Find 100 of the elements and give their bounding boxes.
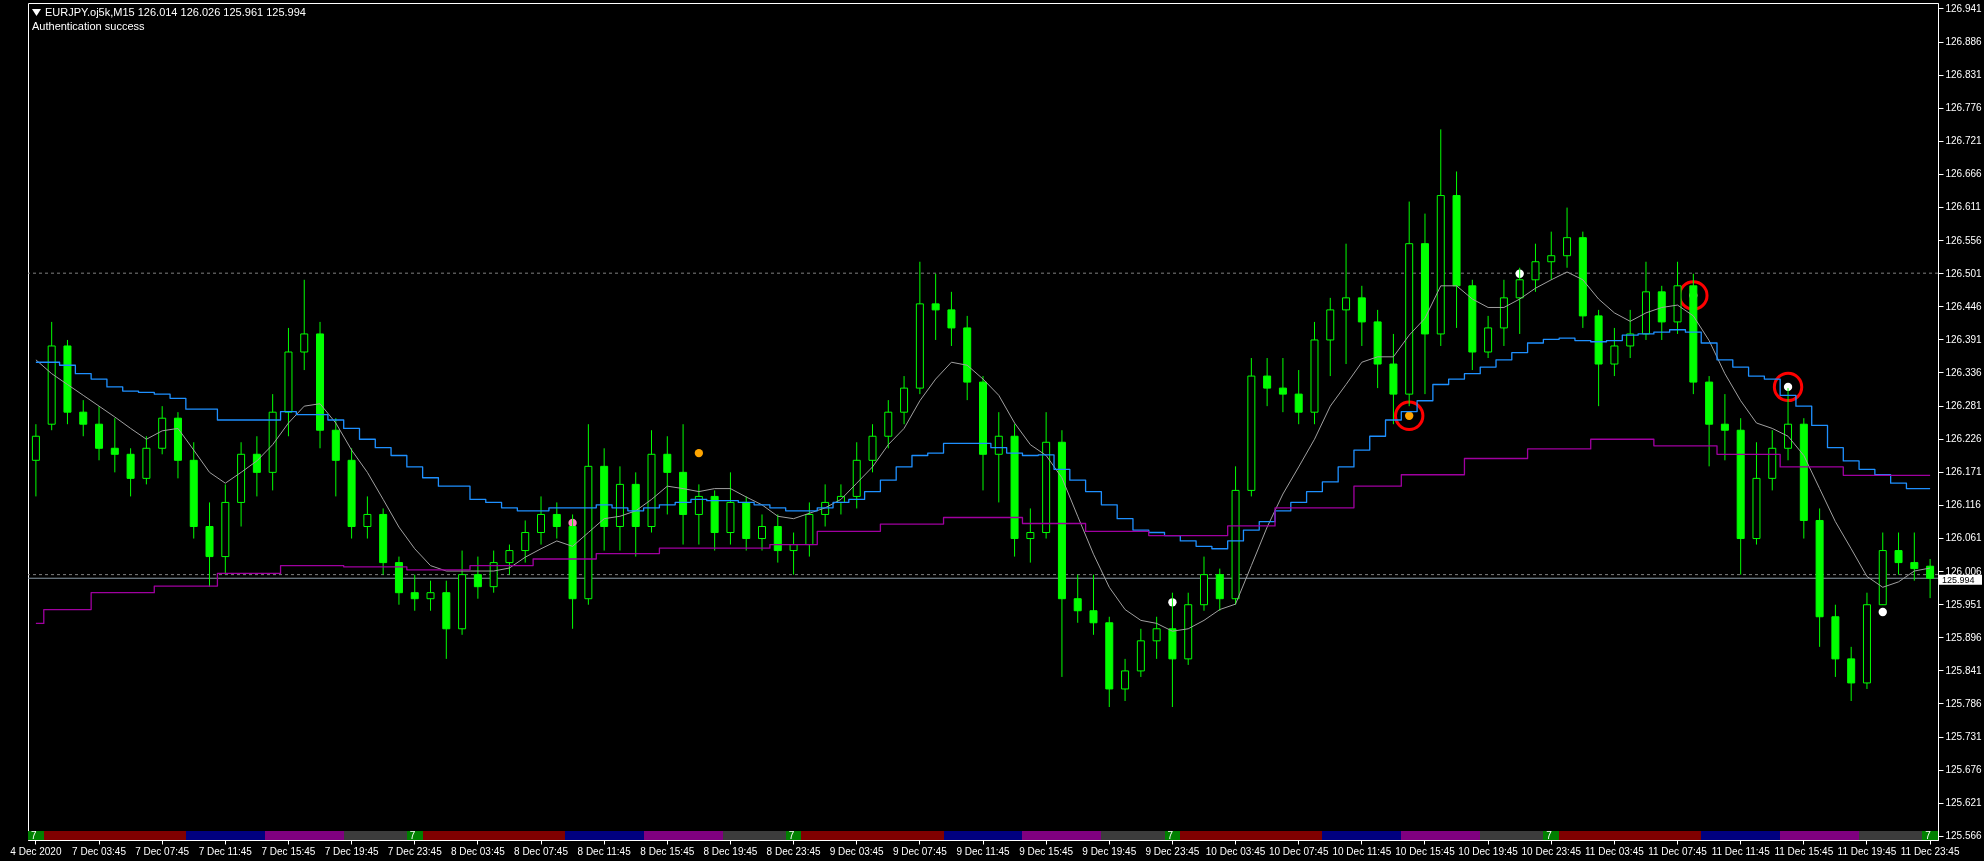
y-tick-label: 125.676	[1945, 764, 1983, 776]
y-tick-label: 125.951	[1945, 598, 1983, 610]
x-tick-label: 7 Dec 19:45	[324, 845, 379, 857]
x-tick-label: 9 Dec 19:45	[1082, 845, 1137, 857]
candlestick	[1026, 507, 1035, 564]
x-tick-label: 11 Dec 11:45	[1711, 845, 1771, 857]
candlestick	[1563, 207, 1572, 269]
y-tick-label: 126.831	[1945, 69, 1983, 81]
y-tick-label: 125.621	[1945, 797, 1983, 809]
point	[1772, 371, 1804, 403]
candlestick	[110, 417, 119, 473]
x-tick-label: 10 Dec 19:45	[1458, 845, 1519, 857]
candlestick	[1610, 327, 1619, 377]
y-tick-label: 126.116	[1945, 499, 1982, 511]
annotation: 7	[788, 830, 795, 841]
y-tick-label: 126.666	[1945, 168, 1983, 180]
x-tick-label: 7 Dec 23:45	[387, 845, 443, 857]
y-tick-label: 126.941	[1945, 2, 1983, 14]
text: Authentication success	[32, 19, 146, 33]
annotation: 7	[1546, 830, 1552, 841]
y-tick-label: 125.896	[1945, 631, 1983, 643]
candlestick	[1278, 357, 1287, 413]
candlestick	[410, 574, 419, 612]
candlestick	[1926, 558, 1935, 599]
candlestick	[505, 544, 514, 576]
candlestick	[947, 291, 956, 347]
x-tick-label: 9 Dec 03:45	[829, 845, 885, 857]
candlestick	[1531, 243, 1540, 293]
candlestick	[789, 532, 798, 576]
candlestick	[1263, 357, 1272, 407]
annotation: 7	[31, 830, 37, 841]
candlestick	[1342, 243, 1351, 365]
candlestick	[694, 483, 703, 546]
candlestick	[1121, 658, 1130, 702]
x-tick-label: 11 Dec 23:45	[1900, 845, 1960, 857]
candlestick	[994, 411, 1003, 503]
y-tick-label: 126.061	[1945, 532, 1983, 544]
y-tick-label: 126.391	[1945, 333, 1983, 345]
candlestick	[552, 501, 561, 540]
candlestick	[1626, 309, 1635, 359]
ref-line-label: 125.994	[1942, 574, 1975, 585]
annotation: 7	[409, 830, 416, 841]
candlestick	[1894, 532, 1903, 576]
x-tick-label: 10 Dec 15:45	[1395, 845, 1456, 857]
x-tick-label: 4 Dec 2020	[10, 845, 62, 857]
y-tick-label: 126.006	[1945, 565, 1983, 577]
y-tick-label: 125.786	[1945, 697, 1983, 709]
y-tick-label: 125.731	[1945, 731, 1983, 742]
point	[1394, 400, 1425, 431]
x-tick-label: 11 Dec 03:45	[1585, 845, 1645, 857]
point	[1878, 607, 1887, 617]
candlestick	[1089, 574, 1098, 636]
x-tick-label: 10 Dec 11:45	[1332, 845, 1392, 857]
candlestick	[1910, 532, 1919, 582]
point	[694, 448, 704, 458]
x-tick-label: 9 Dec 15:45	[1019, 845, 1074, 857]
y-tick-label: 126.171	[1945, 466, 1983, 478]
y-tick-label: 126.611	[1945, 201, 1982, 213]
x-tick-label: 7 Dec 15:45	[261, 845, 316, 857]
y-tick-label: 126.336	[1945, 366, 1983, 378]
candlestick	[1073, 574, 1082, 624]
y-tick-label: 125.566	[1945, 830, 1983, 842]
x-tick-label: 7 Dec 03:45	[72, 845, 127, 857]
y-tick-label: 126.446	[1945, 300, 1983, 312]
x-tick-label: 11 Dec 19:45	[1837, 845, 1897, 857]
y-tick-label: 126.556	[1945, 234, 1983, 246]
x-tick-label: 11 Dec 07:45	[1648, 845, 1708, 857]
x-tick-label: 8 Dec 23:45	[766, 845, 821, 857]
annotation: 7	[1167, 830, 1174, 841]
x-tick-label: 8 Dec 03:45	[450, 845, 506, 857]
y-tick-label: 126.281	[1945, 400, 1983, 412]
x-tick-label: 11 Dec 15:45	[1774, 845, 1834, 857]
candlestick	[663, 435, 672, 515]
y-tick-label: 126.721	[1945, 135, 1983, 147]
candlestick	[931, 273, 940, 341]
y-tick-label: 126.886	[1945, 36, 1983, 48]
candlestick	[300, 279, 309, 371]
chart-title: EURJPY.oj5k,M15 126.014 126.026 125.961 125.994	[45, 5, 306, 19]
x-tick-label: 7 Dec 11:45	[198, 845, 253, 857]
candlestick	[537, 495, 546, 546]
candlestick	[758, 513, 767, 552]
candlestick	[252, 435, 261, 497]
x-tick-label: 9 Dec 11:45	[956, 845, 1011, 857]
candlestick	[1720, 393, 1729, 461]
x-tick-label: 9 Dec 07:45	[892, 845, 948, 857]
x-tick-label: 8 Dec 11:45	[577, 845, 632, 857]
candlestick	[79, 399, 88, 437]
x-tick-label: 10 Dec 03:45	[1205, 845, 1266, 857]
x-tick-label: 10 Dec 23:45	[1521, 845, 1582, 857]
x-tick-label: 8 Dec 15:45	[640, 845, 695, 857]
x-tick-label: 8 Dec 07:45	[514, 845, 569, 857]
x-tick-label: 10 Dec 07:45	[1268, 845, 1329, 857]
candlestick	[1547, 231, 1556, 281]
candlestick	[521, 519, 530, 564]
annotation: 7	[1925, 830, 1931, 841]
x-tick-label: 8 Dec 19:45	[703, 845, 758, 857]
candlestick	[473, 556, 482, 600]
candlestick	[1152, 616, 1161, 660]
y-tick-label: 126.226	[1945, 433, 1983, 445]
y-tick-label: 126.501	[1945, 267, 1983, 279]
